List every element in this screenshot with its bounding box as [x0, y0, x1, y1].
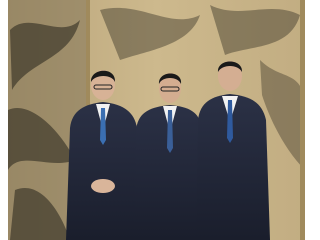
screen-frame [300, 0, 305, 240]
page [0, 0, 311, 240]
photo [0, 0, 311, 240]
